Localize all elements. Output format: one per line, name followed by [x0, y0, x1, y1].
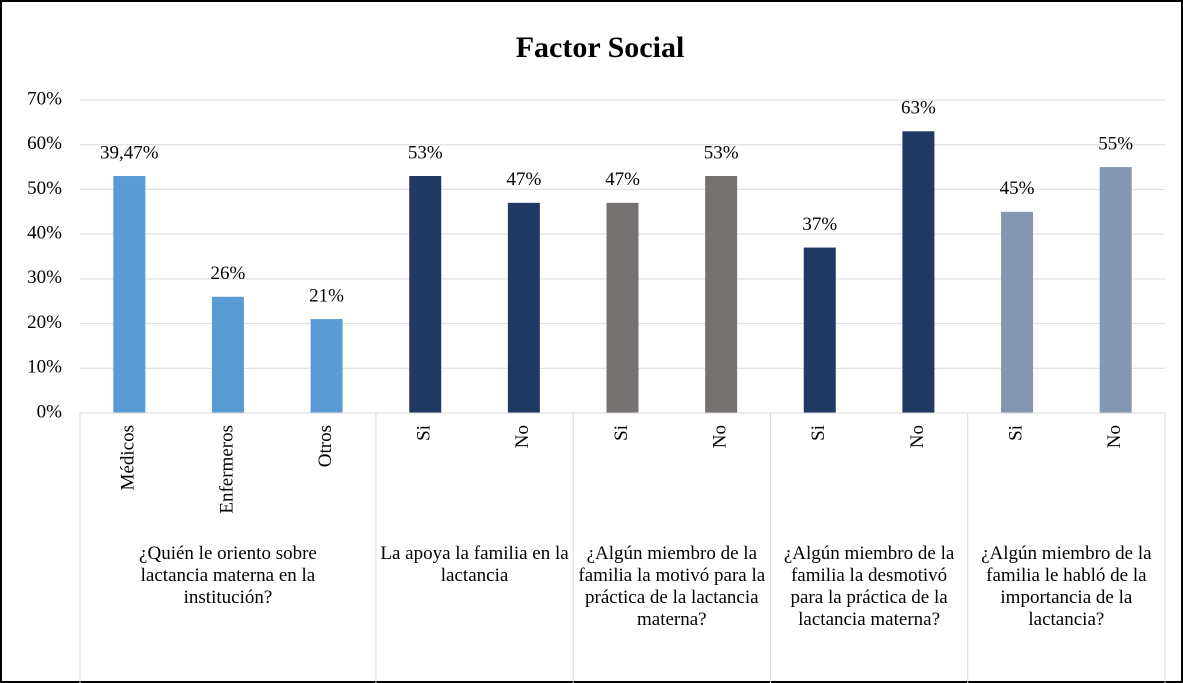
data-label: 26% [211, 263, 246, 284]
bar [606, 202, 639, 413]
x-tick-label: Si [414, 425, 435, 441]
bar [310, 319, 343, 413]
bar [803, 247, 836, 413]
data-label: 53% [704, 142, 739, 163]
x-tick-label: Si [808, 425, 829, 441]
y-tick-label: 20% [27, 312, 62, 333]
chart-title: Factor Social [516, 31, 685, 64]
bar [1001, 211, 1034, 413]
bar [211, 296, 244, 413]
y-tick-label: 10% [27, 357, 62, 378]
data-label: 55% [1098, 133, 1133, 154]
x-tick-label: Si [1005, 425, 1026, 441]
y-tick-label: 70% [27, 88, 62, 109]
bar [705, 176, 738, 413]
y-tick-label: 60% [27, 133, 62, 154]
bar [1099, 167, 1132, 413]
annotation: 39,47% [100, 142, 159, 163]
y-tick-label: 30% [27, 267, 62, 288]
x-tick-label: Otros [315, 425, 336, 467]
y-tick-label: 0% [37, 401, 63, 422]
bar [507, 202, 540, 413]
bar [902, 131, 935, 414]
data-label: 21% [309, 285, 344, 306]
y-tick-label: 40% [27, 223, 62, 244]
x-tick-label: Médicos [118, 425, 139, 490]
x-tick-label: Si [611, 425, 632, 441]
group-label: ¿Algún miembro de la familia la desmotiv… [783, 543, 955, 630]
data-label: 53% [408, 142, 443, 163]
x-tick-label: No [709, 425, 730, 448]
bar [113, 176, 146, 413]
x-tick-label: No [907, 425, 928, 448]
data-label: 37% [802, 214, 837, 235]
group-label: ¿Quién le oriento sobre lactancia matern… [139, 543, 317, 608]
data-label: 47% [605, 169, 640, 190]
group-label: La apoya la familia en la lactancia [380, 543, 569, 586]
group-label: ¿Algún miembro de la familia la motivó p… [578, 543, 766, 630]
data-label: 63% [901, 98, 936, 119]
bar [409, 176, 442, 413]
y-tick-label: 50% [27, 178, 62, 199]
data-label: 45% [1000, 178, 1035, 199]
x-tick-label: Enfermeros [216, 425, 237, 514]
group-label: ¿Algún miembro de la familia le habló de… [981, 543, 1152, 630]
data-label: 47% [506, 169, 541, 190]
x-tick-label: No [1104, 425, 1125, 448]
x-tick-label: No [512, 425, 533, 448]
